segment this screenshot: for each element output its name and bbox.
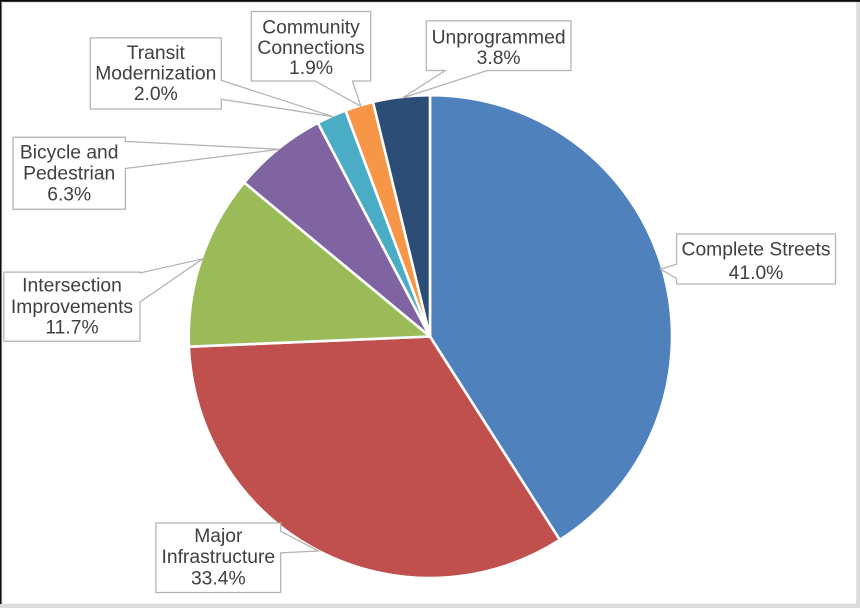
svg-text:Complete Streets: Complete Streets <box>682 240 831 261</box>
svg-text:Unprogrammed: Unprogrammed <box>432 28 566 49</box>
svg-text:Transit: Transit <box>127 43 186 64</box>
svg-text:1.9%: 1.9% <box>289 58 333 79</box>
svg-text:Improvements: Improvements <box>11 297 133 318</box>
svg-text:Community: Community <box>262 18 360 39</box>
svg-text:33.4%: 33.4% <box>191 569 246 590</box>
svg-text:11.7%: 11.7% <box>45 318 98 339</box>
svg-text:3.8%: 3.8% <box>477 48 521 69</box>
svg-text:Intersection: Intersection <box>22 276 122 297</box>
svg-text:41.0%: 41.0% <box>729 263 784 284</box>
svg-text:Modernization: Modernization <box>95 64 216 85</box>
svg-text:Connections: Connections <box>257 38 364 59</box>
svg-text:Bicycle and: Bicycle and <box>20 143 119 164</box>
svg-text:Major: Major <box>194 526 243 547</box>
svg-text:6.3%: 6.3% <box>47 184 91 205</box>
svg-text:Infrastructure: Infrastructure <box>162 547 276 568</box>
svg-text:Pedestrian: Pedestrian <box>23 164 115 185</box>
svg-text:2.0%: 2.0% <box>134 84 178 105</box>
